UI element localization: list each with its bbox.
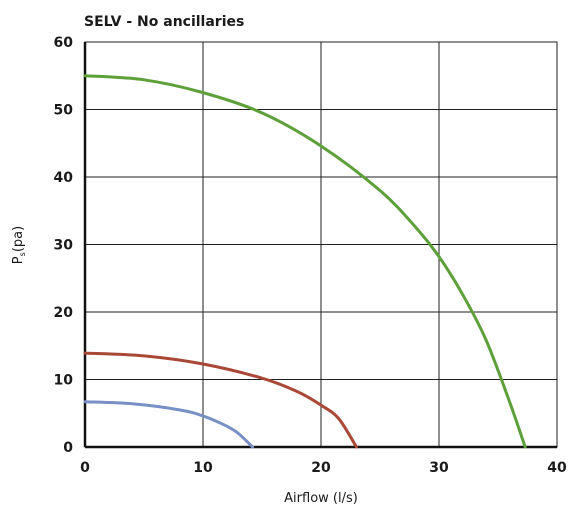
x-tick-label: 40 <box>547 460 567 476</box>
y-tick-label: 30 <box>54 238 74 254</box>
y-axis-label-subscript: s <box>18 252 27 256</box>
y-tick-label: 0 <box>63 440 73 456</box>
y-axis-label-unit: (pa) <box>11 226 26 252</box>
y-tick-labels: 0 10 20 30 40 50 60 <box>54 35 74 456</box>
x-tick-label: 10 <box>193 460 213 476</box>
y-axis-label: Ps(pa) <box>11 226 27 264</box>
series-line-2 <box>83 351 358 449</box>
x-tick-labels: 0 10 20 30 40 <box>80 460 567 476</box>
y-axis-label-main: P <box>11 256 26 264</box>
y-tick-label: 60 <box>54 35 74 51</box>
x-axis-label: Airflow (l/s) <box>284 491 358 506</box>
series-line-1 <box>83 74 527 449</box>
y-tick-label: 40 <box>54 170 74 186</box>
y-tick-label: 50 <box>54 103 74 119</box>
series-line-3 <box>83 400 255 449</box>
y-tick-label: 20 <box>54 305 74 321</box>
x-tick-label: 0 <box>80 460 90 476</box>
axes <box>83 42 557 449</box>
y-tick-label: 10 <box>54 373 74 389</box>
chart-title: SELV - No ancillaries <box>84 14 244 30</box>
x-tick-label: 30 <box>429 460 449 476</box>
series-group <box>83 74 527 449</box>
x-tick-label: 20 <box>311 460 331 476</box>
